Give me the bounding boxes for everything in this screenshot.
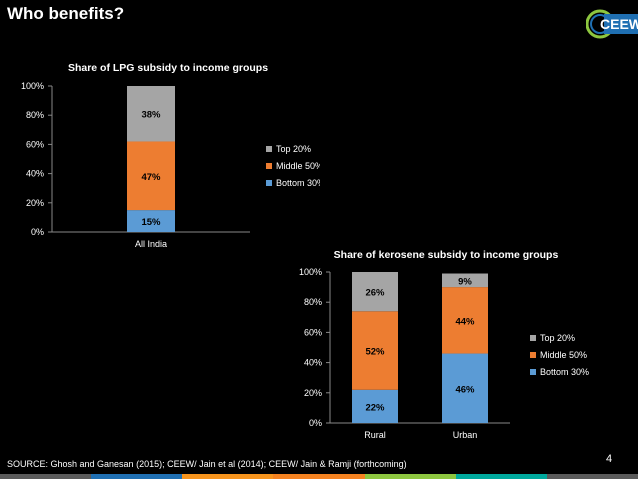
bottom-bar-segment [182, 474, 274, 479]
y-tick-label: 60% [26, 139, 44, 149]
bar-segment [127, 141, 175, 211]
bottom-bar-segment [91, 474, 183, 479]
bar-segment [442, 287, 488, 354]
bottom-bar-segment [546, 474, 638, 479]
source-text: SOURCE: Ghosh and Ganesan (2015); CEEW/ … [7, 459, 407, 469]
data-label: 52% [365, 347, 385, 358]
legend-swatch [266, 163, 272, 169]
logo-text: CEEW [600, 16, 638, 32]
data-label: 26% [365, 288, 385, 299]
legend-swatch [530, 335, 536, 341]
slide-title: Who benefits? [7, 4, 125, 23]
data-label: 46% [455, 384, 475, 395]
bar-segment [127, 210, 175, 232]
data-label: 22% [365, 402, 385, 413]
bottom-bar-segment [273, 474, 365, 479]
legend-swatch [266, 146, 272, 152]
data-label: 44% [455, 316, 475, 327]
y-tick-label: 0% [309, 418, 322, 428]
legend-label: Bottom 30% [540, 367, 589, 377]
y-tick-label: 100% [21, 81, 44, 91]
bottom-color-bar [0, 474, 638, 479]
legend-label: Middle 50% [276, 161, 320, 171]
legend-label: Middle 50% [540, 350, 587, 360]
chart-title: Share of kerosene subsidy to income grou… [334, 249, 559, 261]
y-tick-label: 60% [304, 327, 322, 337]
bottom-bar-segment [364, 474, 456, 479]
legend-label: Bottom 30% [276, 178, 320, 188]
legend-label: Top 20% [540, 333, 575, 343]
legend-swatch [530, 369, 536, 375]
y-tick-label: 20% [304, 388, 322, 398]
kerosene-subsidy-chart: Share of kerosene subsidy to income grou… [299, 249, 589, 440]
y-tick-label: 40% [304, 358, 322, 368]
y-tick-label: 0% [31, 227, 44, 237]
chart-title: Share of LPG subsidy to income groups [68, 62, 268, 74]
bottom-bar-segment [455, 474, 547, 479]
lpg-subsidy-chart: Share of LPG subsidy to income groups 0% 2… [21, 62, 320, 249]
category-label: Rural [364, 430, 386, 440]
y-tick-label: 40% [26, 169, 44, 179]
bar-segment [127, 86, 175, 142]
bar-segment [352, 272, 398, 312]
bar-segment [442, 273, 488, 288]
legend-label: Top 20% [276, 144, 311, 154]
data-label: 15% [141, 217, 161, 228]
bottom-bar-segment [0, 474, 92, 479]
category-label: Urban [453, 430, 478, 440]
y-tick-label: 100% [299, 267, 322, 277]
bar-segment [442, 353, 488, 423]
category-label: All India [135, 239, 167, 249]
y-tick-label: 80% [26, 110, 44, 120]
data-label: 47% [141, 172, 161, 183]
ceew-logo: CEEW [586, 9, 638, 39]
legend-swatch [530, 352, 536, 358]
page-number: 4 [606, 453, 613, 465]
data-label: 9% [458, 276, 472, 287]
legend-swatch [266, 180, 272, 186]
y-tick-label: 20% [26, 198, 44, 208]
bar-segment [352, 389, 398, 423]
data-label: 38% [141, 110, 161, 121]
bar-segment [352, 311, 398, 390]
y-tick-label: 80% [304, 297, 322, 307]
